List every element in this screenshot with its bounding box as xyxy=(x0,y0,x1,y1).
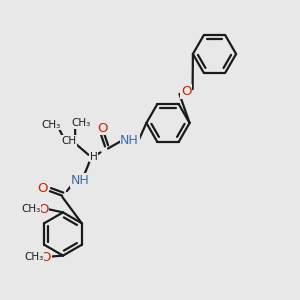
Text: O: O xyxy=(40,250,51,264)
Text: CH₃: CH₃ xyxy=(71,118,91,128)
Text: NH: NH xyxy=(71,174,90,187)
Text: O: O xyxy=(181,85,191,98)
Text: CH₃: CH₃ xyxy=(24,252,43,262)
Text: O: O xyxy=(97,122,107,135)
Text: CH₃: CH₃ xyxy=(21,204,40,214)
Text: NH: NH xyxy=(120,134,139,148)
Text: CH₃: CH₃ xyxy=(41,119,61,130)
Text: O: O xyxy=(37,182,47,195)
Text: CH: CH xyxy=(61,136,76,146)
Text: O: O xyxy=(38,203,49,216)
Text: H: H xyxy=(90,152,98,162)
